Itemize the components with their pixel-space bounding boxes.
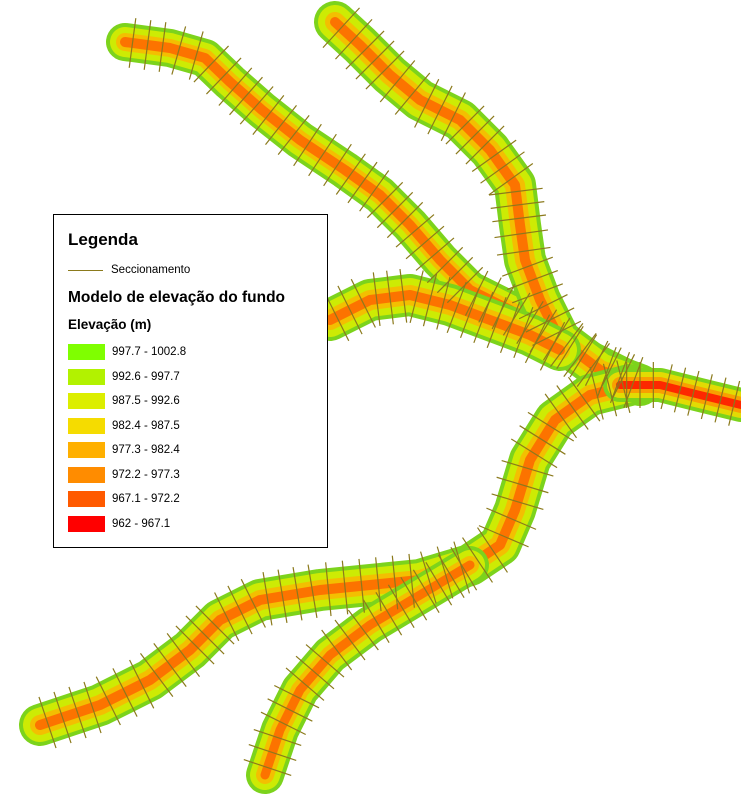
elevation-class-swatch <box>68 466 105 483</box>
elevation-class-row: 962 - 967.1 <box>68 512 186 537</box>
model-title: Modelo de elevação do fundo <box>68 289 286 306</box>
elevation-class-label: 987.5 - 992.6 <box>112 395 180 408</box>
map-legend: Legenda Seccionamento Modelo de elevação… <box>53 214 328 548</box>
elevation-class-row: 977.3 - 982.4 <box>68 438 186 463</box>
elevation-class-row: 992.6 - 997.7 <box>68 365 186 390</box>
elevation-class-label: 992.6 - 997.7 <box>112 370 180 383</box>
elevation-classes: 997.7 - 1002.8 992.6 - 997.7 987.5 - 992.6… <box>68 340 186 536</box>
section-line-label: Seccionamento <box>111 264 191 276</box>
elevation-class-label: 972.2 - 977.3 <box>112 468 180 481</box>
elevation-class-swatch <box>68 393 105 410</box>
elevation-class-swatch <box>68 344 105 361</box>
elevation-class-row: 997.7 - 1002.8 <box>68 340 186 365</box>
elevation-class-swatch <box>68 442 105 459</box>
legend-title: Legenda <box>68 230 138 249</box>
elevation-class-label: 977.3 - 982.4 <box>112 444 180 457</box>
section-line-swatch <box>68 269 103 271</box>
elevation-class-row: 982.4 - 987.5 <box>68 414 186 439</box>
elevation-class-label: 967.1 - 972.2 <box>112 493 180 506</box>
elevation-title: Elevação (m) <box>68 317 152 332</box>
elevation-class-row: 987.5 - 992.6 <box>68 389 186 414</box>
elevation-class-swatch <box>68 368 105 385</box>
elevation-class-swatch <box>68 417 105 434</box>
elevation-class-swatch <box>68 515 105 532</box>
elevation-class-swatch <box>68 491 105 508</box>
elevation-class-row: 972.2 - 977.3 <box>68 463 186 488</box>
elevation-class-label: 997.7 - 1002.8 <box>112 346 187 359</box>
elevation-class-row: 967.1 - 972.2 <box>68 487 186 512</box>
elevation-class-label: 962 - 967.1 <box>112 517 171 530</box>
elevation-class-label: 982.4 - 987.5 <box>112 419 180 432</box>
legend-line-item: Seccionamento <box>68 263 190 277</box>
section-lines <box>38 7 741 776</box>
